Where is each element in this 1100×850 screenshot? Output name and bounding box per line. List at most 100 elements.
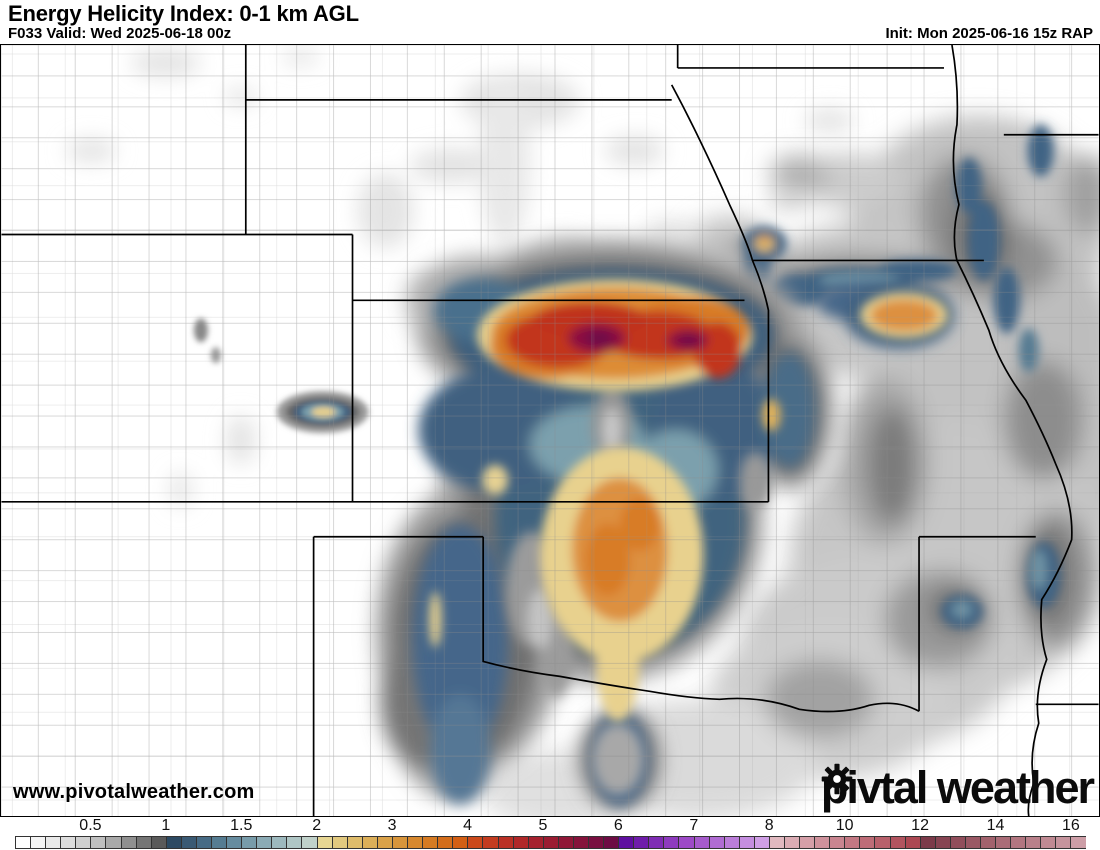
colorbar-cell (181, 837, 197, 848)
colorbar-cell (1071, 837, 1086, 848)
page-title: Energy Helicity Index: 0-1 km AGL (8, 1, 359, 26)
colorbar-cell (1041, 837, 1057, 848)
colorbar-tick: 16 (1062, 817, 1080, 834)
border-ia-mn (676, 45, 944, 69)
colorbar-cell (679, 837, 695, 848)
border-missouri-river (670, 84, 770, 502)
init-time-label: Init: Mon 2025-06-16 15z RAP (885, 25, 1093, 42)
colorbar-cell (242, 837, 258, 848)
colorbar-tick: 4 (463, 817, 472, 834)
colorbar-cell (830, 837, 846, 848)
colorbar-tick: 0.5 (79, 817, 102, 834)
colorbar-cell (468, 837, 484, 848)
colorbar-cell (604, 837, 620, 848)
colorbar-cell (438, 837, 454, 848)
colorbar-cell (121, 837, 137, 848)
colorbar-cell (453, 837, 469, 848)
colorbar-cell (136, 837, 152, 848)
colorbar-cell (815, 837, 831, 848)
colorbar-cell (31, 837, 47, 848)
colorbar-tick: 6 (613, 817, 623, 834)
colorbar-cell (860, 837, 876, 848)
colorbar-cell (845, 837, 861, 848)
gear-icon (821, 763, 853, 795)
border-mississippi-river (951, 45, 1073, 816)
colorbar-cell (16, 837, 32, 848)
colorbar-cell (106, 837, 122, 848)
colorbar-cell (996, 837, 1012, 848)
watermark: www.pivotalweather.com (13, 781, 255, 803)
colorbar-tick: 8 (764, 817, 774, 834)
colorbar-cell (91, 837, 107, 848)
colorbar-scale (15, 836, 1086, 849)
colorbar-tick: 1 (161, 817, 171, 834)
colorbar-cell (1056, 837, 1072, 848)
colorbar-tick: 3 (387, 817, 397, 834)
colorbar-cell (769, 837, 785, 848)
colorbar-cell (649, 837, 665, 848)
colorbar-cell (196, 837, 213, 848)
colorbar-cell (724, 837, 740, 848)
colorbar-cell (377, 837, 393, 848)
colorbar-cell (347, 837, 363, 848)
colorbar-cell (588, 837, 605, 848)
map-canvas (1, 45, 1099, 816)
colorbar-tick: 10 (835, 817, 854, 834)
colorbar-cell (166, 837, 182, 848)
colorbar-cell (483, 837, 499, 848)
colorbar-tick: 7 (689, 817, 699, 834)
colorbar-cell (317, 837, 333, 848)
colorbar-cell (408, 837, 424, 848)
colorbar-cell (287, 837, 303, 848)
colorbar-tick: 14 (986, 817, 1005, 834)
colorbar-tick: 1.5 (230, 817, 253, 834)
valid-time-label: F033 Valid: Wed 2025-06-18 00z (8, 25, 232, 42)
colorbar-cell (664, 837, 680, 848)
pivotal-weather-logo: piv tal weather (821, 762, 1095, 814)
border-red-river (482, 536, 920, 713)
colorbar-ticks: 0.5 1 1.5 2 3 4 5 6 7 8 10 12 14 16 (0, 817, 1100, 835)
colorbar-tick: 2 (312, 817, 322, 834)
colorbar-cell (392, 837, 409, 848)
header: Energy Helicity Index: 0-1 km AGL F033 V… (0, 0, 1100, 44)
logo-text-tal-weather: tal weather (879, 762, 1095, 813)
colorbar-cell (46, 837, 62, 848)
colorbar-cell (619, 837, 635, 848)
colorbar-cell (920, 837, 936, 848)
state-borders (1, 45, 1099, 816)
colorbar-cell (905, 837, 921, 848)
colorbar-cell (694, 837, 710, 848)
colorbar-cell (800, 837, 816, 848)
colorbar: 0.5 1 1.5 2 3 4 5 6 7 8 10 12 14 16 (0, 817, 1100, 850)
colorbar-cell (543, 837, 559, 848)
colorbar-cell (573, 837, 589, 848)
colorbar-cell (61, 837, 77, 848)
colorbar-cell (272, 837, 288, 848)
weather-map: www.pivotalweather.com piv tal weather (0, 44, 1100, 817)
colorbar-cell (151, 837, 167, 848)
county-grid-2 (1, 45, 1099, 816)
colorbar-cell (965, 837, 981, 848)
colorbar-cell (784, 837, 801, 848)
colorbar-cell (709, 837, 725, 848)
colorbar-cell (498, 837, 514, 848)
colorbar-cell (558, 837, 574, 848)
colorbar-cell (754, 837, 770, 848)
colorbar-cell (935, 837, 951, 848)
colorbar-cell (1026, 837, 1042, 848)
colorbar-cell (950, 837, 966, 848)
colorbar-cell (739, 837, 755, 848)
colorbar-cell (257, 837, 273, 848)
colorbar-cell (212, 837, 228, 848)
colorbar-cell (634, 837, 650, 848)
colorbar-cell (423, 837, 439, 848)
colorbar-cell (227, 837, 243, 848)
colorbar-cell (890, 837, 906, 848)
colorbar-cell (981, 837, 997, 848)
colorbar-tick: 12 (911, 817, 929, 834)
colorbar-cell (875, 837, 891, 848)
colorbar-tick: 5 (538, 817, 548, 834)
colorbar-cell (332, 837, 348, 848)
colorbar-cell (528, 837, 544, 848)
colorbar-cell (76, 837, 92, 848)
